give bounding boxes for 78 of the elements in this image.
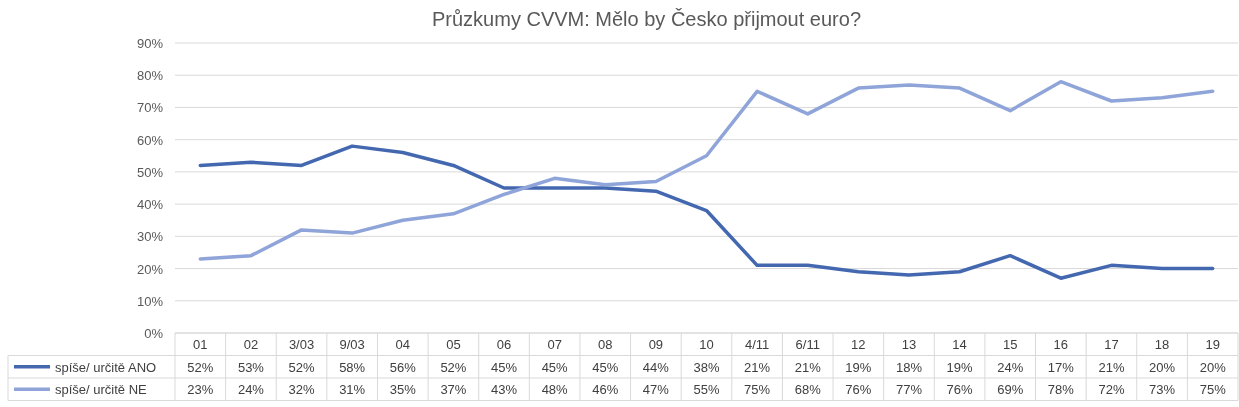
data-label: 20% [1199, 359, 1227, 375]
y-tick-label: 10% [136, 293, 164, 309]
data-label: 18% [895, 359, 923, 375]
data-label: 21% [1098, 359, 1125, 375]
data-label: 20% [1149, 359, 1176, 375]
x-tick-label: 10 [699, 337, 714, 353]
y-tick-label: 90% [136, 36, 164, 51]
line-series [198, 79, 1215, 261]
data-label: 44% [642, 359, 670, 375]
data-label: 52% [288, 359, 315, 375]
data-label: 45% [491, 359, 518, 375]
data-label: 46% [592, 382, 619, 398]
data-label: 77% [895, 382, 923, 398]
data-label: 43% [491, 382, 518, 398]
data-label: 53% [237, 359, 265, 375]
data-label: 35% [389, 382, 417, 398]
data-label: 45% [592, 359, 619, 375]
data-label: 52% [187, 359, 214, 375]
data-label: 45% [541, 359, 569, 375]
data-label: 58% [339, 359, 366, 375]
data-label: 19% [845, 359, 872, 375]
x-tick-label: 16 [1053, 337, 1069, 353]
y-tick-label: 30% [136, 229, 164, 245]
line-series [198, 144, 1215, 280]
x-tick-label: 05 [446, 337, 461, 353]
y-tick-label: 60% [136, 132, 164, 148]
data-label: 75% [744, 382, 771, 398]
data-label: 72% [1098, 382, 1125, 398]
chart-title: Průzkumy CVVM: Mělo by Česko přijmout euro? [431, 8, 862, 30]
x-tick-label: 01 [193, 337, 208, 353]
data-label: 68% [794, 382, 822, 398]
data-label: 21% [794, 359, 822, 375]
x-tick-label: 06 [496, 337, 512, 353]
data-label: 78% [1047, 382, 1075, 398]
data-label: 38% [693, 359, 720, 375]
data-label: 69% [997, 382, 1024, 398]
data-label: 17% [1047, 359, 1075, 375]
y-tick-label: 70% [136, 100, 164, 116]
x-tick-label: 19 [1205, 337, 1220, 353]
y-tick-label: 50% [136, 164, 164, 180]
data-label: 32% [288, 382, 315, 398]
data-label: 19% [946, 359, 974, 375]
x-tick-label: 08 [598, 337, 613, 353]
data-label: 52% [440, 359, 467, 375]
x-tick-label: 15 [1002, 337, 1018, 353]
x-tick-label: 13 [901, 337, 917, 353]
data-label: 31% [339, 382, 366, 398]
data-label: 48% [541, 382, 569, 398]
x-tick-label: 07 [547, 337, 562, 353]
x-tick-label: 14 [952, 337, 967, 353]
data-label: 56% [389, 359, 417, 375]
data-label: 37% [440, 382, 467, 398]
x-tick-label: 02 [243, 337, 259, 353]
data-label: 73% [1149, 382, 1176, 398]
x-tick-label: 17 [1104, 337, 1119, 353]
x-tick-label: 12 [851, 337, 866, 353]
data-label: 76% [845, 382, 872, 398]
x-tick-label: 04 [395, 337, 411, 353]
x-tick-label: 9/03 [339, 337, 365, 353]
x-tick-label: 4/11 [744, 337, 770, 353]
legend-label: spíše/ určitě NE [55, 382, 148, 398]
legend-label: spíše/ určitě ANO [55, 359, 157, 375]
data-label: 21% [744, 359, 771, 375]
data-label: 23% [187, 382, 214, 398]
data-label: 24% [237, 382, 265, 398]
data-label: 55% [693, 382, 720, 398]
data-label: 24% [997, 359, 1024, 375]
x-tick-label: 18 [1154, 337, 1170, 353]
x-tick-label: 09 [648, 337, 664, 353]
y-tick-label: 0% [144, 326, 164, 341]
y-tick-label: 20% [136, 261, 164, 277]
y-tick-label: 40% [136, 197, 164, 213]
x-tick-label: 3/03 [288, 337, 315, 353]
data-label: 47% [642, 382, 670, 398]
y-tick-label: 80% [136, 68, 164, 84]
x-tick-label: 6/11 [795, 337, 820, 353]
data-label: 75% [1199, 382, 1227, 398]
data-label: 76% [946, 382, 974, 398]
